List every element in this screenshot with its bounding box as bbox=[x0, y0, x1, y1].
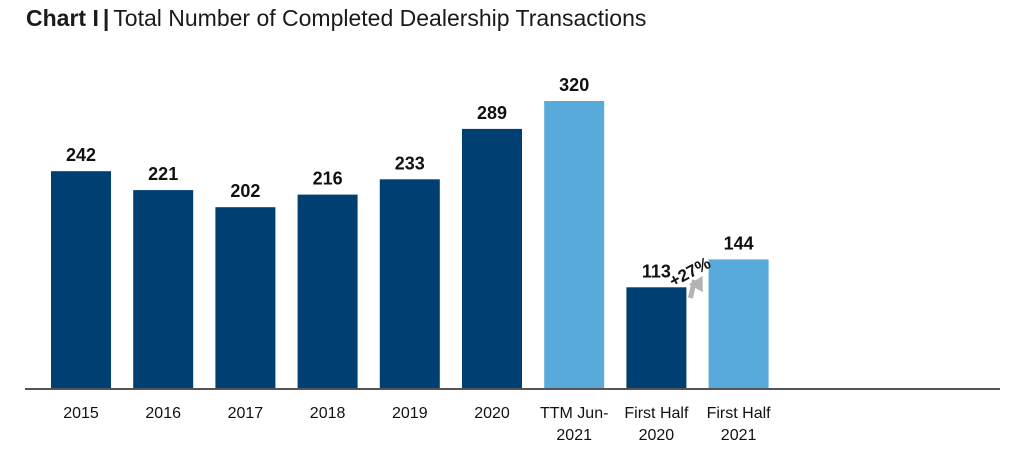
x-tick-label: TTM Jun- bbox=[540, 405, 608, 422]
data-label: 113 bbox=[642, 261, 671, 281]
bar bbox=[297, 194, 358, 389]
x-tick-label: 2021 bbox=[721, 427, 757, 444]
chart-title-prefix: Chart I bbox=[26, 5, 99, 31]
data-label: 320 bbox=[559, 75, 589, 95]
x-tick-label: 2015 bbox=[63, 405, 99, 422]
x-tick-label: First Half bbox=[624, 405, 689, 422]
x-tick-label: 2020 bbox=[639, 427, 675, 444]
data-label: 144 bbox=[724, 233, 754, 253]
data-label: 242 bbox=[66, 145, 96, 165]
x-tick-label: 2016 bbox=[145, 405, 181, 422]
data-label: 221 bbox=[148, 164, 178, 184]
bar bbox=[544, 101, 605, 389]
bar bbox=[379, 179, 440, 389]
growth-arrow-head bbox=[688, 276, 703, 293]
data-label: 216 bbox=[313, 169, 343, 189]
data-label: 202 bbox=[230, 181, 260, 201]
x-tick-label: First Half bbox=[707, 405, 772, 422]
growth-annotation: +27% bbox=[666, 253, 714, 290]
x-tick-label: 2021 bbox=[556, 427, 592, 444]
x-tick-label: 2019 bbox=[392, 405, 428, 422]
bar bbox=[462, 128, 522, 389]
chart-title-text: Total Number of Completed Dealership Tra… bbox=[113, 5, 647, 31]
bar bbox=[708, 259, 769, 389]
x-tick-label: 2017 bbox=[228, 405, 264, 422]
bar bbox=[51, 171, 111, 389]
chart-title-separator: | bbox=[102, 5, 110, 31]
bar bbox=[133, 190, 194, 389]
bar bbox=[215, 207, 276, 389]
data-label: 233 bbox=[395, 153, 425, 173]
x-tick-label: 2018 bbox=[310, 405, 346, 422]
data-label: 289 bbox=[477, 103, 507, 123]
bar bbox=[626, 287, 687, 389]
chart-title: Chart I | Total Number of Completed Dealer… bbox=[26, 5, 646, 32]
x-tick-label: 2020 bbox=[474, 405, 510, 422]
